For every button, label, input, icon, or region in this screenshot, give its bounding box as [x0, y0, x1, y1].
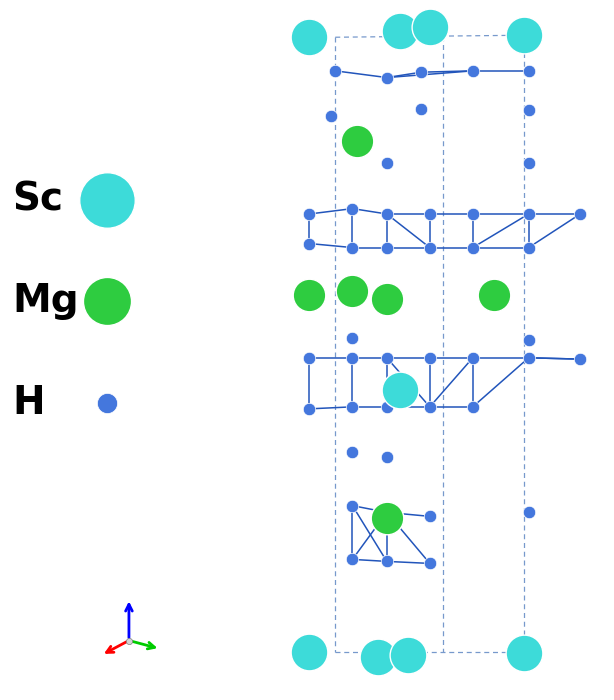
Point	[373, 652, 383, 663]
Point	[348, 500, 357, 511]
Point	[348, 352, 357, 363]
Point	[416, 66, 426, 78]
Point	[524, 242, 534, 253]
Point	[330, 65, 340, 76]
Point	[575, 354, 585, 365]
Point	[425, 22, 435, 33]
Point	[395, 25, 405, 36]
Point	[348, 242, 357, 253]
Point	[124, 635, 134, 646]
Point	[468, 209, 478, 220]
Point	[468, 242, 478, 253]
Point	[348, 332, 357, 343]
Point	[382, 209, 392, 220]
Point	[352, 136, 362, 147]
Point	[382, 294, 392, 305]
Point	[348, 285, 357, 296]
Point	[524, 507, 534, 518]
Point	[305, 352, 314, 363]
Point	[425, 352, 435, 363]
Point	[382, 72, 392, 83]
Point	[524, 352, 534, 363]
Point	[382, 242, 392, 253]
Point	[524, 334, 534, 345]
Point	[382, 158, 392, 169]
Point	[524, 105, 534, 116]
Point	[403, 650, 413, 661]
Point	[468, 65, 478, 76]
Point	[425, 558, 435, 569]
Point	[348, 554, 357, 565]
Point	[305, 209, 314, 220]
Point	[519, 29, 529, 41]
Point	[382, 352, 392, 363]
Point	[575, 209, 585, 220]
Point	[425, 209, 435, 220]
Point	[305, 289, 314, 300]
Point	[103, 194, 112, 205]
Point	[348, 203, 357, 214]
Point	[395, 384, 405, 395]
Point	[103, 295, 112, 307]
Point	[468, 352, 478, 363]
Point	[382, 452, 392, 463]
Point	[382, 507, 392, 518]
Point	[425, 511, 435, 522]
Point	[382, 401, 392, 412]
Point	[524, 209, 534, 220]
Point	[468, 401, 478, 412]
Point	[425, 401, 435, 412]
Point	[348, 447, 357, 458]
Point	[305, 32, 314, 43]
Point	[305, 403, 314, 414]
Text: H: H	[12, 384, 45, 421]
Point	[305, 238, 314, 249]
Point	[382, 556, 392, 567]
Point	[348, 401, 357, 412]
Point	[425, 242, 435, 253]
Point	[489, 289, 499, 300]
Point	[103, 397, 112, 408]
Text: Mg: Mg	[12, 282, 79, 320]
Point	[519, 648, 529, 659]
Point	[305, 647, 314, 658]
Point	[524, 158, 534, 169]
Point	[524, 65, 534, 76]
Text: Sc: Sc	[12, 181, 63, 218]
Point	[382, 512, 392, 524]
Point	[416, 104, 426, 115]
Point	[326, 111, 336, 122]
